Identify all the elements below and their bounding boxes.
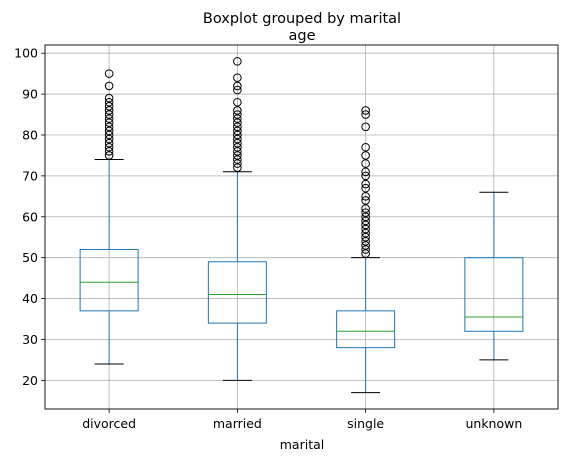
outlier-point: [233, 57, 242, 66]
outlier-point: [104, 93, 114, 103]
outlier-point: [104, 114, 114, 123]
outlier-point: [233, 110, 242, 119]
outlier-point: [233, 126, 242, 136]
x-tick-label: married: [213, 416, 262, 431]
outlier-point: [233, 130, 242, 140]
outlier-point: [233, 106, 242, 115]
outlier-point: [104, 138, 114, 148]
chart-title: age: [288, 28, 315, 44]
x-tick-label: divorced: [82, 416, 136, 431]
outlier-point: [361, 237, 370, 246]
outlier-point: [361, 216, 370, 226]
outlier-point: [361, 204, 370, 213]
grid-lines: [45, 45, 558, 409]
y-tick-label: 30: [22, 332, 38, 347]
outlier-point: [233, 142, 242, 152]
box-group: [336, 106, 396, 394]
box-group: [79, 69, 139, 365]
outlier-point: [233, 81, 242, 91]
outlier-point: [233, 134, 242, 144]
outlier-point: [233, 151, 242, 160]
outlier-point: [361, 228, 370, 238]
outlier-point: [361, 192, 370, 201]
box-iqr: [464, 257, 524, 332]
outlier-point: [104, 69, 114, 78]
outlier-point: [104, 126, 114, 136]
y-axis: 20 30 40 50 60 70 80 90 100: [14, 46, 45, 388]
outlier-point: [104, 97, 114, 107]
outlier-point: [233, 159, 242, 168]
x-axis: divorced married single unknown: [82, 409, 522, 431]
outlier-point: [233, 73, 242, 83]
y-tick-label: 20: [22, 373, 38, 388]
outlier-point: [361, 232, 370, 242]
outlier-point: [104, 122, 114, 132]
y-tick-label: 100: [14, 46, 38, 61]
outlier-point: [104, 81, 114, 91]
y-tick-label: 90: [22, 87, 38, 102]
boxes: [79, 57, 524, 394]
plot-frame: [44, 44, 559, 410]
outlier-point: [361, 212, 370, 222]
outlier-point: [361, 220, 370, 230]
outlier-point: [361, 110, 370, 119]
outlier-point: [361, 179, 370, 189]
outlier-point: [361, 241, 370, 250]
outlier-point: [233, 138, 242, 148]
outlier-point: [233, 85, 242, 95]
outlier-point: [361, 196, 370, 205]
outlier-point: [361, 171, 370, 181]
outlier-point: [233, 147, 242, 156]
box-iqr: [336, 310, 396, 349]
outlier-point: [361, 167, 370, 177]
outlier-point: [361, 224, 370, 234]
outlier-point: [104, 106, 114, 115]
outlier-point: [233, 97, 242, 107]
outlier-point: [233, 118, 242, 128]
outlier-point: [361, 208, 370, 217]
y-tick-label: 60: [22, 209, 38, 224]
outlier-point: [361, 151, 370, 160]
outlier-point: [104, 151, 114, 160]
box-iqr: [79, 248, 139, 312]
outlier-point: [104, 118, 114, 128]
outlier-point: [104, 110, 114, 119]
outlier-point: [361, 245, 370, 254]
outlier-point: [104, 102, 114, 111]
outlier-point: [361, 122, 370, 132]
x-tick-label: single: [347, 416, 384, 431]
outlier-point: [361, 183, 370, 193]
outlier-point: [233, 155, 242, 164]
x-axis-label: marital: [280, 437, 324, 452]
box-group: [464, 191, 524, 361]
x-tick-label: unknown: [465, 416, 522, 431]
y-tick-label: 80: [22, 127, 38, 142]
chart-suptitle: Boxplot grouped by marital: [203, 11, 401, 27]
outlier-point: [233, 163, 242, 172]
outlier-point: [104, 142, 114, 152]
outlier-point: [104, 134, 114, 144]
outlier-point: [361, 159, 370, 168]
outlier-point: [361, 249, 370, 258]
outlier-point: [104, 130, 114, 140]
box-group: [207, 57, 267, 381]
outlier-point: [233, 122, 242, 132]
outlier-point: [104, 147, 114, 156]
outlier-point: [361, 142, 370, 152]
box-iqr: [207, 261, 267, 324]
y-tick-label: 70: [22, 168, 38, 183]
outlier-point: [233, 114, 242, 123]
outlier-point: [361, 106, 370, 115]
y-tick-label: 40: [22, 291, 38, 306]
y-tick-label: 50: [22, 250, 38, 265]
